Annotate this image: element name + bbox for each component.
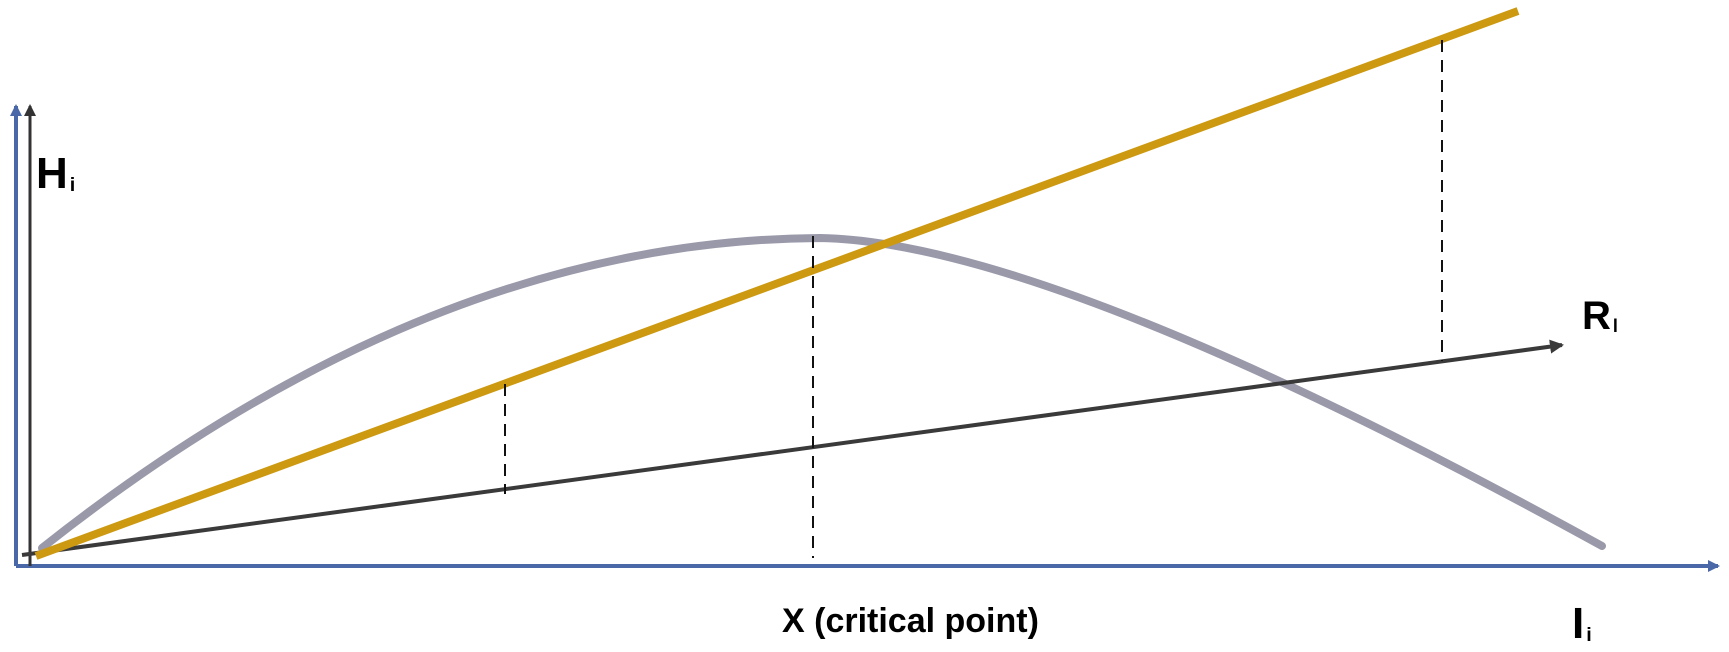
horizontal-axis-label-sub: i [1586, 623, 1592, 646]
horizontal-axis-label-main: I [1572, 599, 1585, 648]
ray-line [21, 339, 1564, 557]
vertical-axis-label-main: H [36, 149, 68, 198]
vertical-axis-label-sub: i [69, 173, 76, 196]
ray-label-main: R [1582, 294, 1611, 338]
gold-line [34, 7, 1520, 560]
ray-label-sub: l [1612, 315, 1618, 336]
hump-curve [38, 233, 1606, 552]
critical-point-label: X (critical point) [782, 602, 1039, 640]
